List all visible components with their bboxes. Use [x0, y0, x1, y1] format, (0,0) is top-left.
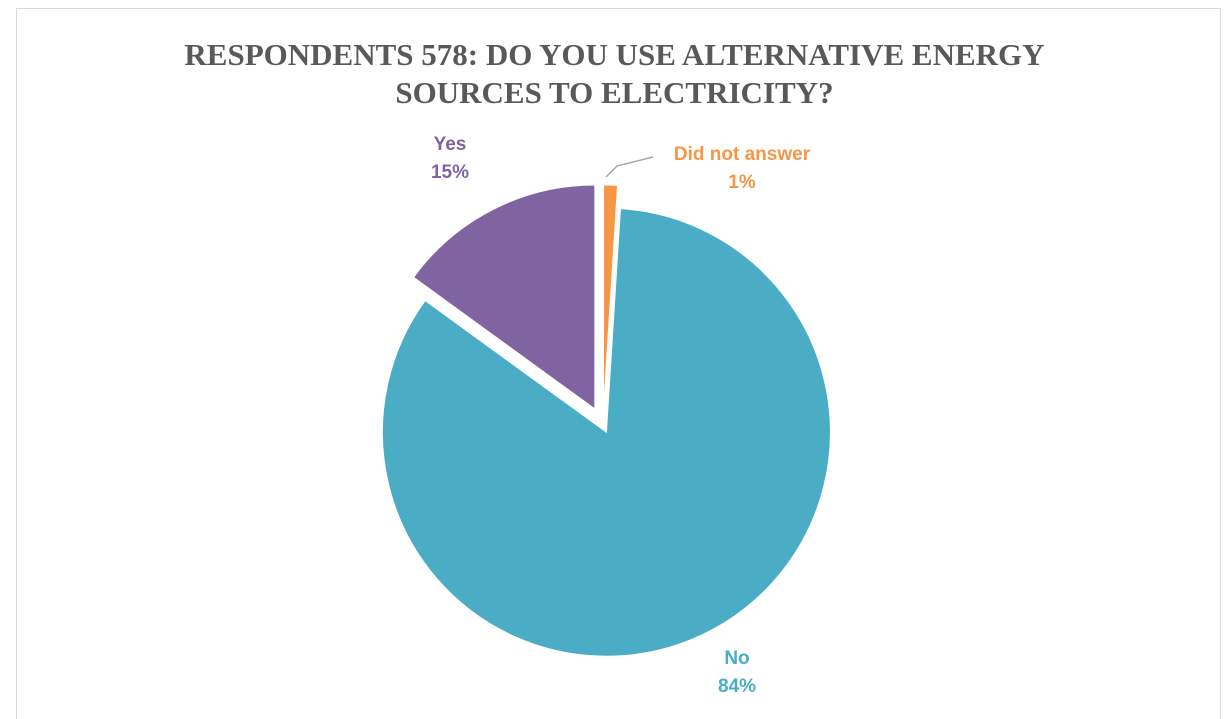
data-label-value-did-not-answer: 1%: [728, 172, 756, 193]
pie-slice-yes: [412, 184, 596, 410]
chart-title-line-2: SOURCES TO ELECTRICITY?: [395, 75, 834, 110]
data-label-name-yes: Yes: [434, 134, 467, 155]
data-label-value-no: 84%: [718, 676, 756, 697]
data-label-name-did-not-answer: Did not answer: [674, 144, 811, 165]
chart-title-line-1: RESPONDENTS 578: DO YOU USE ALTERNATIVE …: [184, 37, 1045, 72]
pie-slice-did-not-answer: [603, 184, 619, 410]
pie-slice-no: [381, 208, 831, 657]
data-label-value-yes: 15%: [431, 162, 469, 183]
leader-line-did-not-answer: [605, 156, 654, 178]
chart-title: RESPONDENTS 578: DO YOU USE ALTERNATIVE …: [0, 36, 1229, 112]
data-label-name-no: No: [724, 648, 749, 669]
